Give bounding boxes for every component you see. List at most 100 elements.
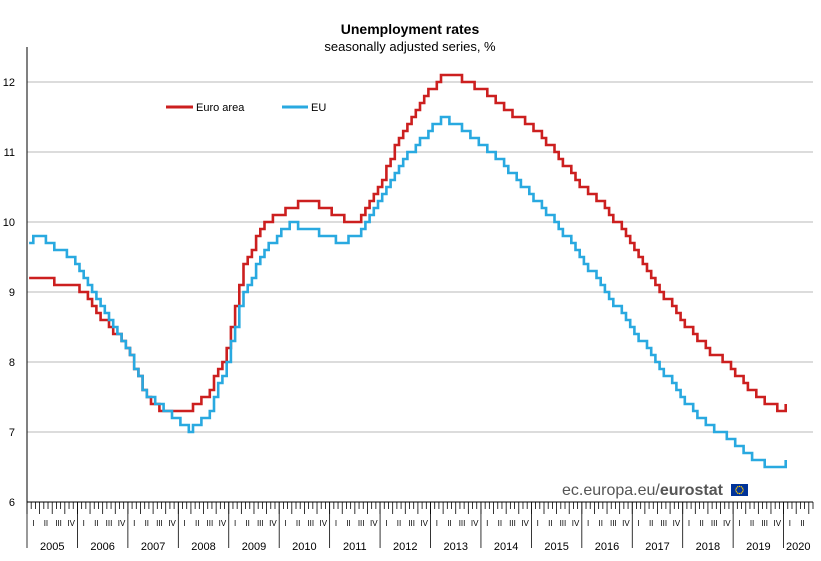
x-quarter-label: IV [168, 519, 176, 528]
x-year-label: 2005 [40, 541, 64, 553]
x-quarter-label: III [106, 519, 113, 528]
x-quarter-label: II [548, 519, 552, 528]
x-quarter-label: III [156, 519, 163, 528]
y-tick-label: 9 [9, 287, 15, 299]
x-quarter-label: IV [118, 519, 126, 528]
gridlines [27, 81, 813, 433]
flag-star [735, 491, 738, 493]
chart-subtitle: seasonally adjusted series, % [324, 39, 496, 54]
x-quarter-label: III [55, 519, 62, 528]
flag-star [741, 487, 744, 489]
flag-star [738, 485, 741, 488]
x-quarter-label: IV [219, 519, 227, 528]
x-quarter-label: II [599, 519, 603, 528]
x-quarter-label: III [408, 519, 415, 528]
x-quarter-label: II [245, 519, 249, 528]
y-tick-label: 6 [9, 497, 15, 509]
x-quarter-label: I [587, 519, 589, 528]
x-quarter-label: II [649, 519, 653, 528]
x-quarter-label: III [761, 519, 768, 528]
flag-star [740, 486, 742, 488]
x-quarter-label: I [738, 519, 740, 528]
x-quarter-label: II [145, 519, 149, 528]
x-quarter-label: I [284, 519, 286, 528]
x-quarter-label: III [711, 519, 718, 528]
legend: Euro area EU [166, 102, 326, 114]
x-quarter-label: II [750, 519, 754, 528]
credit-text: ec.europa.eu/eurostat [562, 482, 724, 499]
x-quarter-label: I [32, 519, 34, 528]
x-quarter-label: IV [673, 519, 681, 528]
x-quarter-label: III [257, 519, 264, 528]
x-quarter-label: II [447, 519, 451, 528]
y-tick-label: 7 [9, 427, 15, 439]
x-quarter-label: II [296, 519, 300, 528]
x-quarter-label: III [459, 519, 466, 528]
x-quarter-label: IV [370, 519, 378, 528]
x-year-label: 2010 [292, 541, 316, 553]
x-quarter-label: II [346, 519, 350, 528]
credit-prefix: ec.europa.eu/ [562, 482, 660, 499]
y-tick-label: 10 [3, 217, 15, 229]
legend-label-euro-area: Euro area [196, 102, 245, 114]
x-quarter-label: II [397, 519, 401, 528]
x-year-label: 2013 [443, 541, 467, 553]
x-quarter-label: III [560, 519, 567, 528]
x-quarter-label: I [335, 519, 337, 528]
x-quarter-label: IV [723, 519, 731, 528]
x-quarter-label: II [699, 519, 703, 528]
x-year-label: 2011 [343, 541, 367, 553]
flag-star [737, 486, 739, 488]
x-quarter-label: I [234, 519, 236, 528]
x-quarter-label: IV [572, 519, 580, 528]
series-line-euro-area [29, 73, 787, 413]
x-quarter-label: III [307, 519, 314, 528]
x-quarter-label: IV [320, 519, 328, 528]
x-year-label: 2008 [191, 541, 215, 553]
x-quarter-label: I [789, 519, 791, 528]
credit-brand: eurostat [660, 482, 724, 499]
x-year-label: 2006 [90, 541, 114, 553]
x-year-label: 2009 [242, 541, 266, 553]
flag-star [741, 491, 744, 493]
x-quarter-label: IV [471, 519, 479, 528]
x-quarter-label: I [83, 519, 85, 528]
series-line-eu [29, 115, 787, 469]
x-quarter-label: IV [773, 519, 781, 528]
x-quarter-label: I [688, 519, 690, 528]
x-quarter-label: II [800, 519, 804, 528]
x-quarter-label: III [610, 519, 617, 528]
x-quarter-label: I [436, 519, 438, 528]
x-quarter-label: II [498, 519, 502, 528]
x-quarter-label: III [509, 519, 516, 528]
x-quarter-label: IV [521, 519, 529, 528]
x-year-label: 2015 [544, 541, 568, 553]
x-quarter-label: I [184, 519, 186, 528]
x-quarter-label: III [358, 519, 365, 528]
x-quarter-label: I [385, 519, 387, 528]
x-year-label: 2017 [645, 541, 669, 553]
x-quarter-label: II [195, 519, 199, 528]
eurostat-credit: ec.europa.eu/eurostat [562, 482, 748, 499]
y-tick-label: 12 [3, 77, 15, 89]
x-quarter-label: I [133, 519, 135, 528]
flag-star [740, 492, 742, 494]
x-year-label: 2007 [141, 541, 165, 553]
flag-star [735, 489, 737, 491]
series-lines [29, 73, 787, 469]
x-quarter-label: IV [67, 519, 75, 528]
x-quarter-label: I [637, 519, 639, 528]
x-year-label: 2016 [595, 541, 619, 553]
flag-star [742, 489, 744, 491]
flag-star [737, 492, 739, 494]
y-tick-label: 8 [9, 357, 15, 369]
x-year-label: 2012 [393, 541, 417, 553]
x-year-label: 2019 [746, 541, 770, 553]
x-quarter-label: I [486, 519, 488, 528]
x-year-label: 2020 [786, 541, 810, 553]
x-year-label: 2014 [494, 541, 518, 553]
y-tick-label: 11 [4, 147, 15, 159]
chart-title: Unemployment rates [341, 21, 480, 37]
flag-star [735, 487, 738, 489]
